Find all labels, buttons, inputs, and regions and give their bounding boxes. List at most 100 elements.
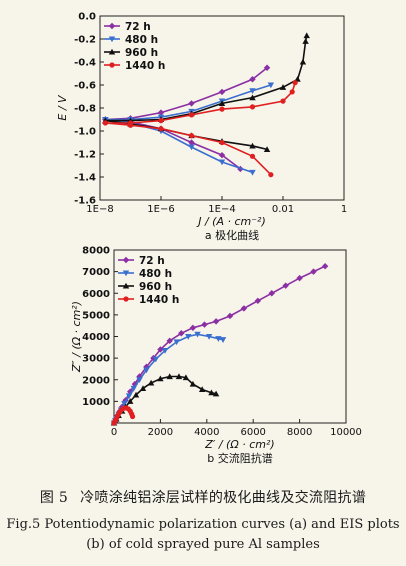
eis-x-tick-label: 10000 [330,427,362,438]
pol-point-1440h [127,122,134,128]
pol-point-1440h [219,139,225,146]
eis-y-axis-label: Z″ / (Ω · cm²) [70,301,83,373]
pol-point-480h [249,169,256,176]
pol-point-1440h [158,118,164,124]
eis-x-tick-label: 6000 [240,427,265,438]
figure-caption-cn-text: 冷喷涂纯铝涂层试样的极化曲线及交流阻抗谱 [80,490,367,506]
pol-point-480h [267,82,275,89]
pol-point-72h [218,151,226,159]
eis-legend-label: 1440 h [139,294,179,306]
eis-legend-marker [122,270,130,277]
eis-y-tick-label: 7000 [82,267,110,278]
pol-point-960h [279,84,287,90]
pol-point-1440h [289,89,295,95]
eis-point-1440h [129,413,136,420]
eis-x-tick-label: 4000 [194,427,219,438]
eis-point-480h [161,347,169,354]
pol-point-1440h [249,153,256,159]
pol-point-480h [188,144,195,151]
pol-point-1440h [268,172,274,178]
pol-subcaption: a 极化曲线 [205,228,259,242]
figure-caption-en-line2: (b) of cold sprayed pure Al samples [86,537,320,552]
pol-legend-marker [109,62,115,68]
pol-point-960h [249,142,256,149]
eis-point-960h [182,374,190,381]
eis-line-960h [113,375,217,424]
pol-legend-label: 72 h [125,21,151,33]
eis-point-960h [127,398,134,404]
pol-point-1440h [188,112,195,118]
eis-point-960h [157,375,164,382]
pol-point-1440h [188,133,195,139]
eis-legend-marker [122,256,130,264]
pol-point-960h [218,100,226,106]
eis-point-480h [125,393,133,400]
eis-legend-label: 960 h [139,281,172,293]
eis-point-480h [205,333,213,340]
pol-x-tick-label: 1E−6 [147,204,174,215]
pol-x-tick-label: 1 [341,204,347,215]
eis-y-tick-label: 8000 [82,246,110,257]
pol-point-72h [249,76,256,83]
pol-point-1440h [219,106,225,112]
eis-point-480h [185,333,192,340]
eis-point-72h [296,274,303,282]
pol-legend-label: 480 h [125,34,158,46]
eis-legend-label: 72 h [139,255,165,267]
pol-point-960h [249,94,256,101]
pol-point-960h [263,146,271,152]
eis-legend-label: 480 h [139,268,172,280]
eis-y-tick-label: 1000 [82,397,110,408]
eis-y-tick-label: 4000 [82,332,110,343]
pol-point-72h [218,88,226,96]
pol-y-tick-label: -1.4 [74,173,96,184]
eis-x-tick-label: 2000 [148,427,173,438]
eis-y-tick-label: 6000 [82,289,110,300]
pol-y-tick-label: -0.6 [74,81,96,92]
eis-x-tick-label: 8000 [287,427,312,438]
pol-point-1440h [249,104,256,110]
eis-point-960h [166,373,173,380]
pol-point-480h [218,159,226,166]
eis-point-72h [201,321,208,328]
pol-x-axis-label: J / (A · cm⁻²) [196,215,266,228]
eis-point-72h [254,297,262,305]
pol-point-72h [188,100,195,107]
pol-point-72h [188,139,195,146]
eis-point-960h [208,389,215,396]
eis-point-72h [212,318,220,325]
eis-point-480h [173,339,180,346]
pol-y-tick-label: -0.4 [74,58,96,69]
pol-point-1440h [292,80,298,86]
eis-point-72h [166,337,173,345]
eis-series-1440h [111,405,136,426]
pol-series-480h [102,82,275,176]
eis-point-960h [212,390,220,397]
eis-point-960h [175,373,183,380]
eis-point-72h [310,268,317,275]
eis-point-960h [147,379,155,386]
pol-x-tick-label: 1E−8 [86,204,113,215]
eis-point-72h [268,290,275,297]
eis-point-72h [240,305,248,312]
pol-y-tick-label: -0.8 [74,104,96,115]
pol-point-1440h [280,98,286,104]
pol-x-tick-label: 0.01 [272,204,294,215]
eis-legend-marker [122,282,130,289]
pol-y-axis-label: E / V [56,94,69,121]
eis-point-960h [198,386,206,393]
eis-point-480h [121,400,128,407]
eis-point-480h [219,337,227,343]
eis-point-480h [130,385,137,392]
pol-legend-marker [108,48,116,55]
pol-legend-label: 960 h [125,47,158,59]
eis-x-tick-label: 0 [111,427,117,438]
pol-line-72h-cathodic [105,118,241,170]
eis-point-72h [178,330,185,337]
eis-point-480h [143,367,150,374]
eis-point-72h [157,346,164,353]
pol-point-960h [299,58,307,65]
